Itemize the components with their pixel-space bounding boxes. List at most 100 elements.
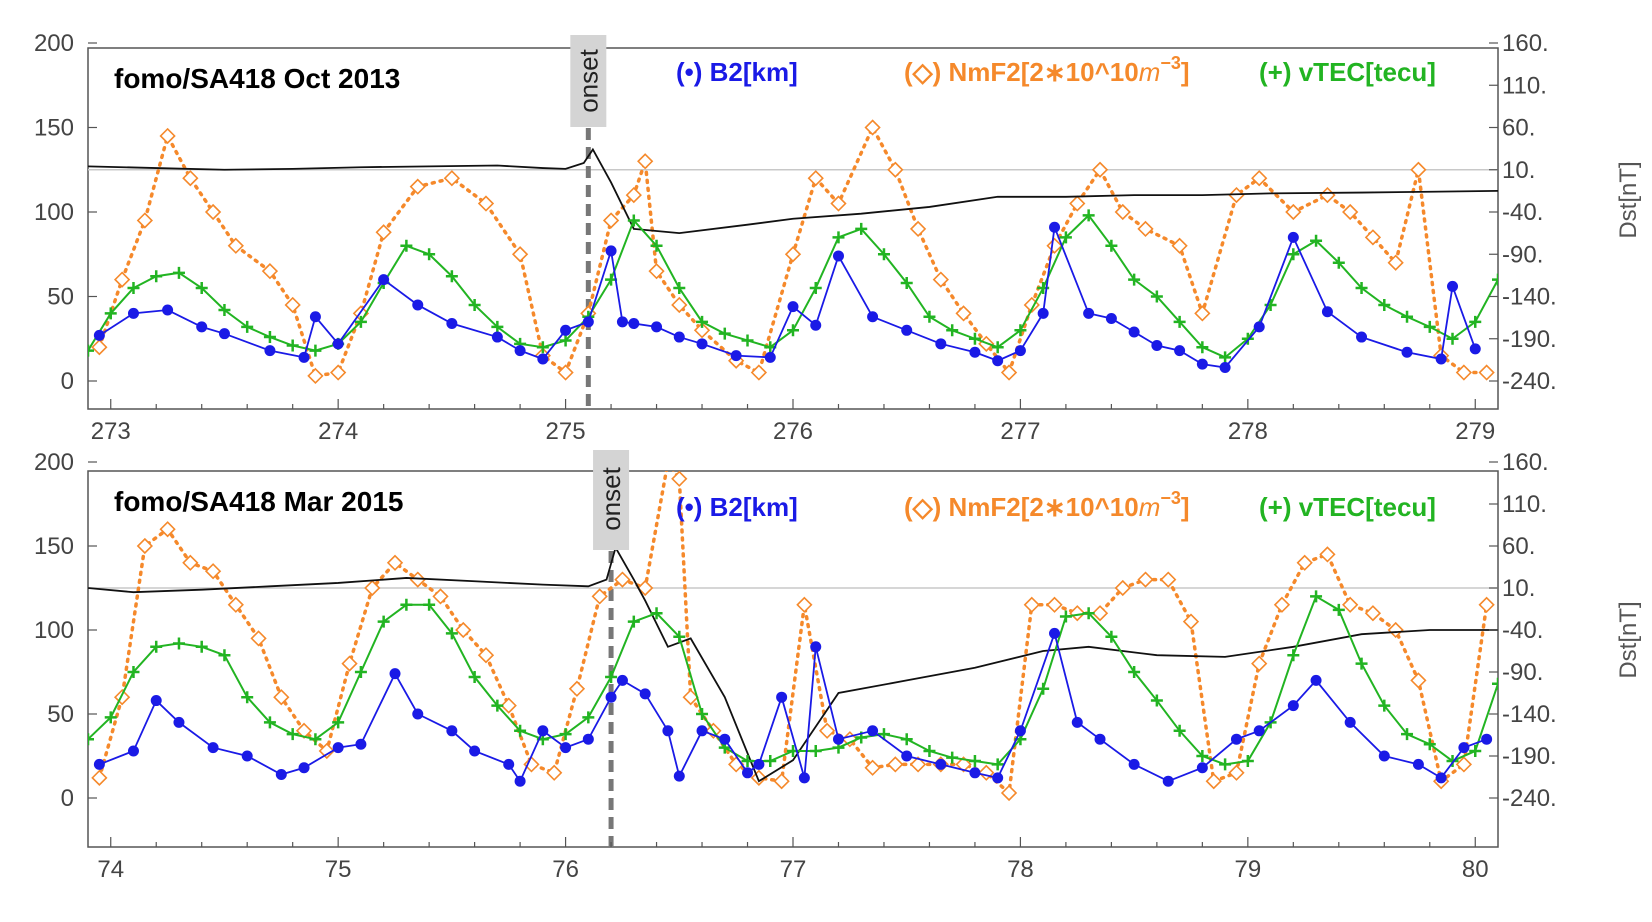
- b2-point: [696, 725, 708, 737]
- b2-point: [764, 351, 776, 363]
- vtec-point: [1128, 273, 1141, 286]
- chart-title: fomo/SA418 Mar 2015: [114, 486, 403, 517]
- y2-tick-label: 110.: [1502, 491, 1547, 518]
- y2-tick-label: -40.: [1502, 617, 1543, 644]
- vtec-point: [1446, 332, 1459, 345]
- nmf2-point: [887, 756, 904, 773]
- nmf2-point: [1273, 596, 1291, 613]
- b2-point: [616, 674, 628, 686]
- dst-series-line: [88, 147, 1498, 235]
- b2-point: [127, 745, 139, 757]
- b2-point: [901, 324, 913, 336]
- vtec-point: [1469, 315, 1482, 328]
- b2-point: [582, 733, 594, 745]
- nmf2-point: [500, 697, 517, 714]
- vtec-point: [354, 315, 367, 328]
- y2-tick-label: -190.: [1502, 326, 1557, 353]
- legend: (•) B2[km] (◇) NmF2[2∗10^10m−3] (+) vTEC…: [676, 488, 1436, 522]
- nmf2-point: [250, 630, 267, 647]
- dst-series-line: [88, 545, 1498, 783]
- b2-point: [173, 716, 185, 728]
- vtec-point: [1173, 724, 1186, 737]
- vtec-point: [536, 341, 549, 354]
- b2-point: [753, 758, 765, 770]
- nmf2-point: [432, 588, 449, 605]
- vtec-point: [286, 339, 299, 352]
- plot-frame: [87, 470, 1499, 848]
- b2-point: [1162, 775, 1174, 787]
- nmf2-point: [477, 195, 495, 212]
- x-tick-label: 278: [1228, 418, 1268, 445]
- b2-point: [1458, 742, 1470, 754]
- x-tick-label: 74: [97, 856, 124, 883]
- b2-point: [1412, 758, 1424, 770]
- b2-point: [1344, 716, 1356, 728]
- vtec-point: [172, 637, 185, 650]
- vtec-point: [1037, 682, 1050, 695]
- nmf2-point: [1364, 605, 1382, 622]
- b2-point: [605, 691, 617, 703]
- vtec-point: [673, 282, 686, 295]
- nmf2-point: [864, 119, 881, 136]
- vtec-point: [1241, 332, 1254, 345]
- b2-point: [241, 750, 253, 762]
- nmf2-point: [1182, 613, 1200, 630]
- nmf2-point: [227, 237, 244, 254]
- b2-point: [832, 250, 844, 262]
- nmf2-point: [1091, 161, 1109, 178]
- b2-point: [1469, 343, 1481, 355]
- x-tick-label: 279: [1455, 418, 1495, 445]
- panel-oct-2013: onset 0 50 100 150 200 160. 110. 60. 10. -40. -90. -…: [34, 30, 1642, 445]
- nmf2-point: [375, 224, 392, 241]
- b2-point: [662, 725, 674, 737]
- vtec-point: [468, 298, 481, 311]
- b2-point: [1196, 358, 1208, 370]
- vtec-point: [1219, 758, 1232, 771]
- vtec-point: [1332, 603, 1345, 616]
- vtec-point: [172, 266, 185, 279]
- y-tick-label: 50: [47, 284, 74, 311]
- vtec-point: [241, 320, 254, 333]
- vtec-point: [127, 666, 140, 678]
- vtec-point: [1014, 324, 1027, 337]
- nmf2-point: [1091, 605, 1109, 622]
- vtec-point: [1423, 320, 1436, 333]
- nmf2-point: [637, 153, 654, 170]
- y-tick-label: 150: [34, 115, 74, 142]
- y2-tick-label: -90.: [1502, 241, 1543, 268]
- b2-point: [162, 304, 174, 316]
- y-tick-label: 100: [34, 199, 74, 226]
- vtec-point: [286, 728, 299, 741]
- vtec-point: [582, 711, 595, 724]
- nmf2-point: [295, 722, 313, 739]
- vtec-point: [991, 341, 1004, 354]
- b2-point: [309, 311, 321, 323]
- b2-point: [275, 768, 287, 780]
- nmf2-point: [637, 579, 654, 597]
- b2-point: [1481, 733, 1493, 745]
- b2-point: [776, 691, 788, 703]
- vtec-point: [605, 671, 618, 684]
- b2-point: [992, 772, 1004, 784]
- vtec-point: [354, 666, 367, 678]
- vtec-point: [195, 640, 208, 653]
- x-tick-label: 76: [552, 856, 579, 883]
- b2-point: [355, 738, 367, 750]
- y2-tick-label: -190.: [1502, 743, 1557, 770]
- vtec-point: [923, 744, 936, 757]
- nmf2-point: [864, 759, 881, 776]
- vtec-point: [1310, 590, 1323, 603]
- b2-point: [1105, 312, 1117, 324]
- nmf2-point: [409, 178, 426, 195]
- b2-point: [412, 299, 424, 311]
- vtec-point: [1128, 666, 1141, 678]
- b2-point: [1083, 307, 1095, 319]
- nmf2-point: [1387, 621, 1404, 639]
- nmf2-point: [602, 212, 620, 229]
- b2-point: [93, 329, 105, 341]
- vtec-point: [218, 304, 231, 317]
- b2-point: [491, 331, 503, 343]
- b2-point: [1049, 221, 1061, 233]
- nmf2-point: [796, 596, 813, 613]
